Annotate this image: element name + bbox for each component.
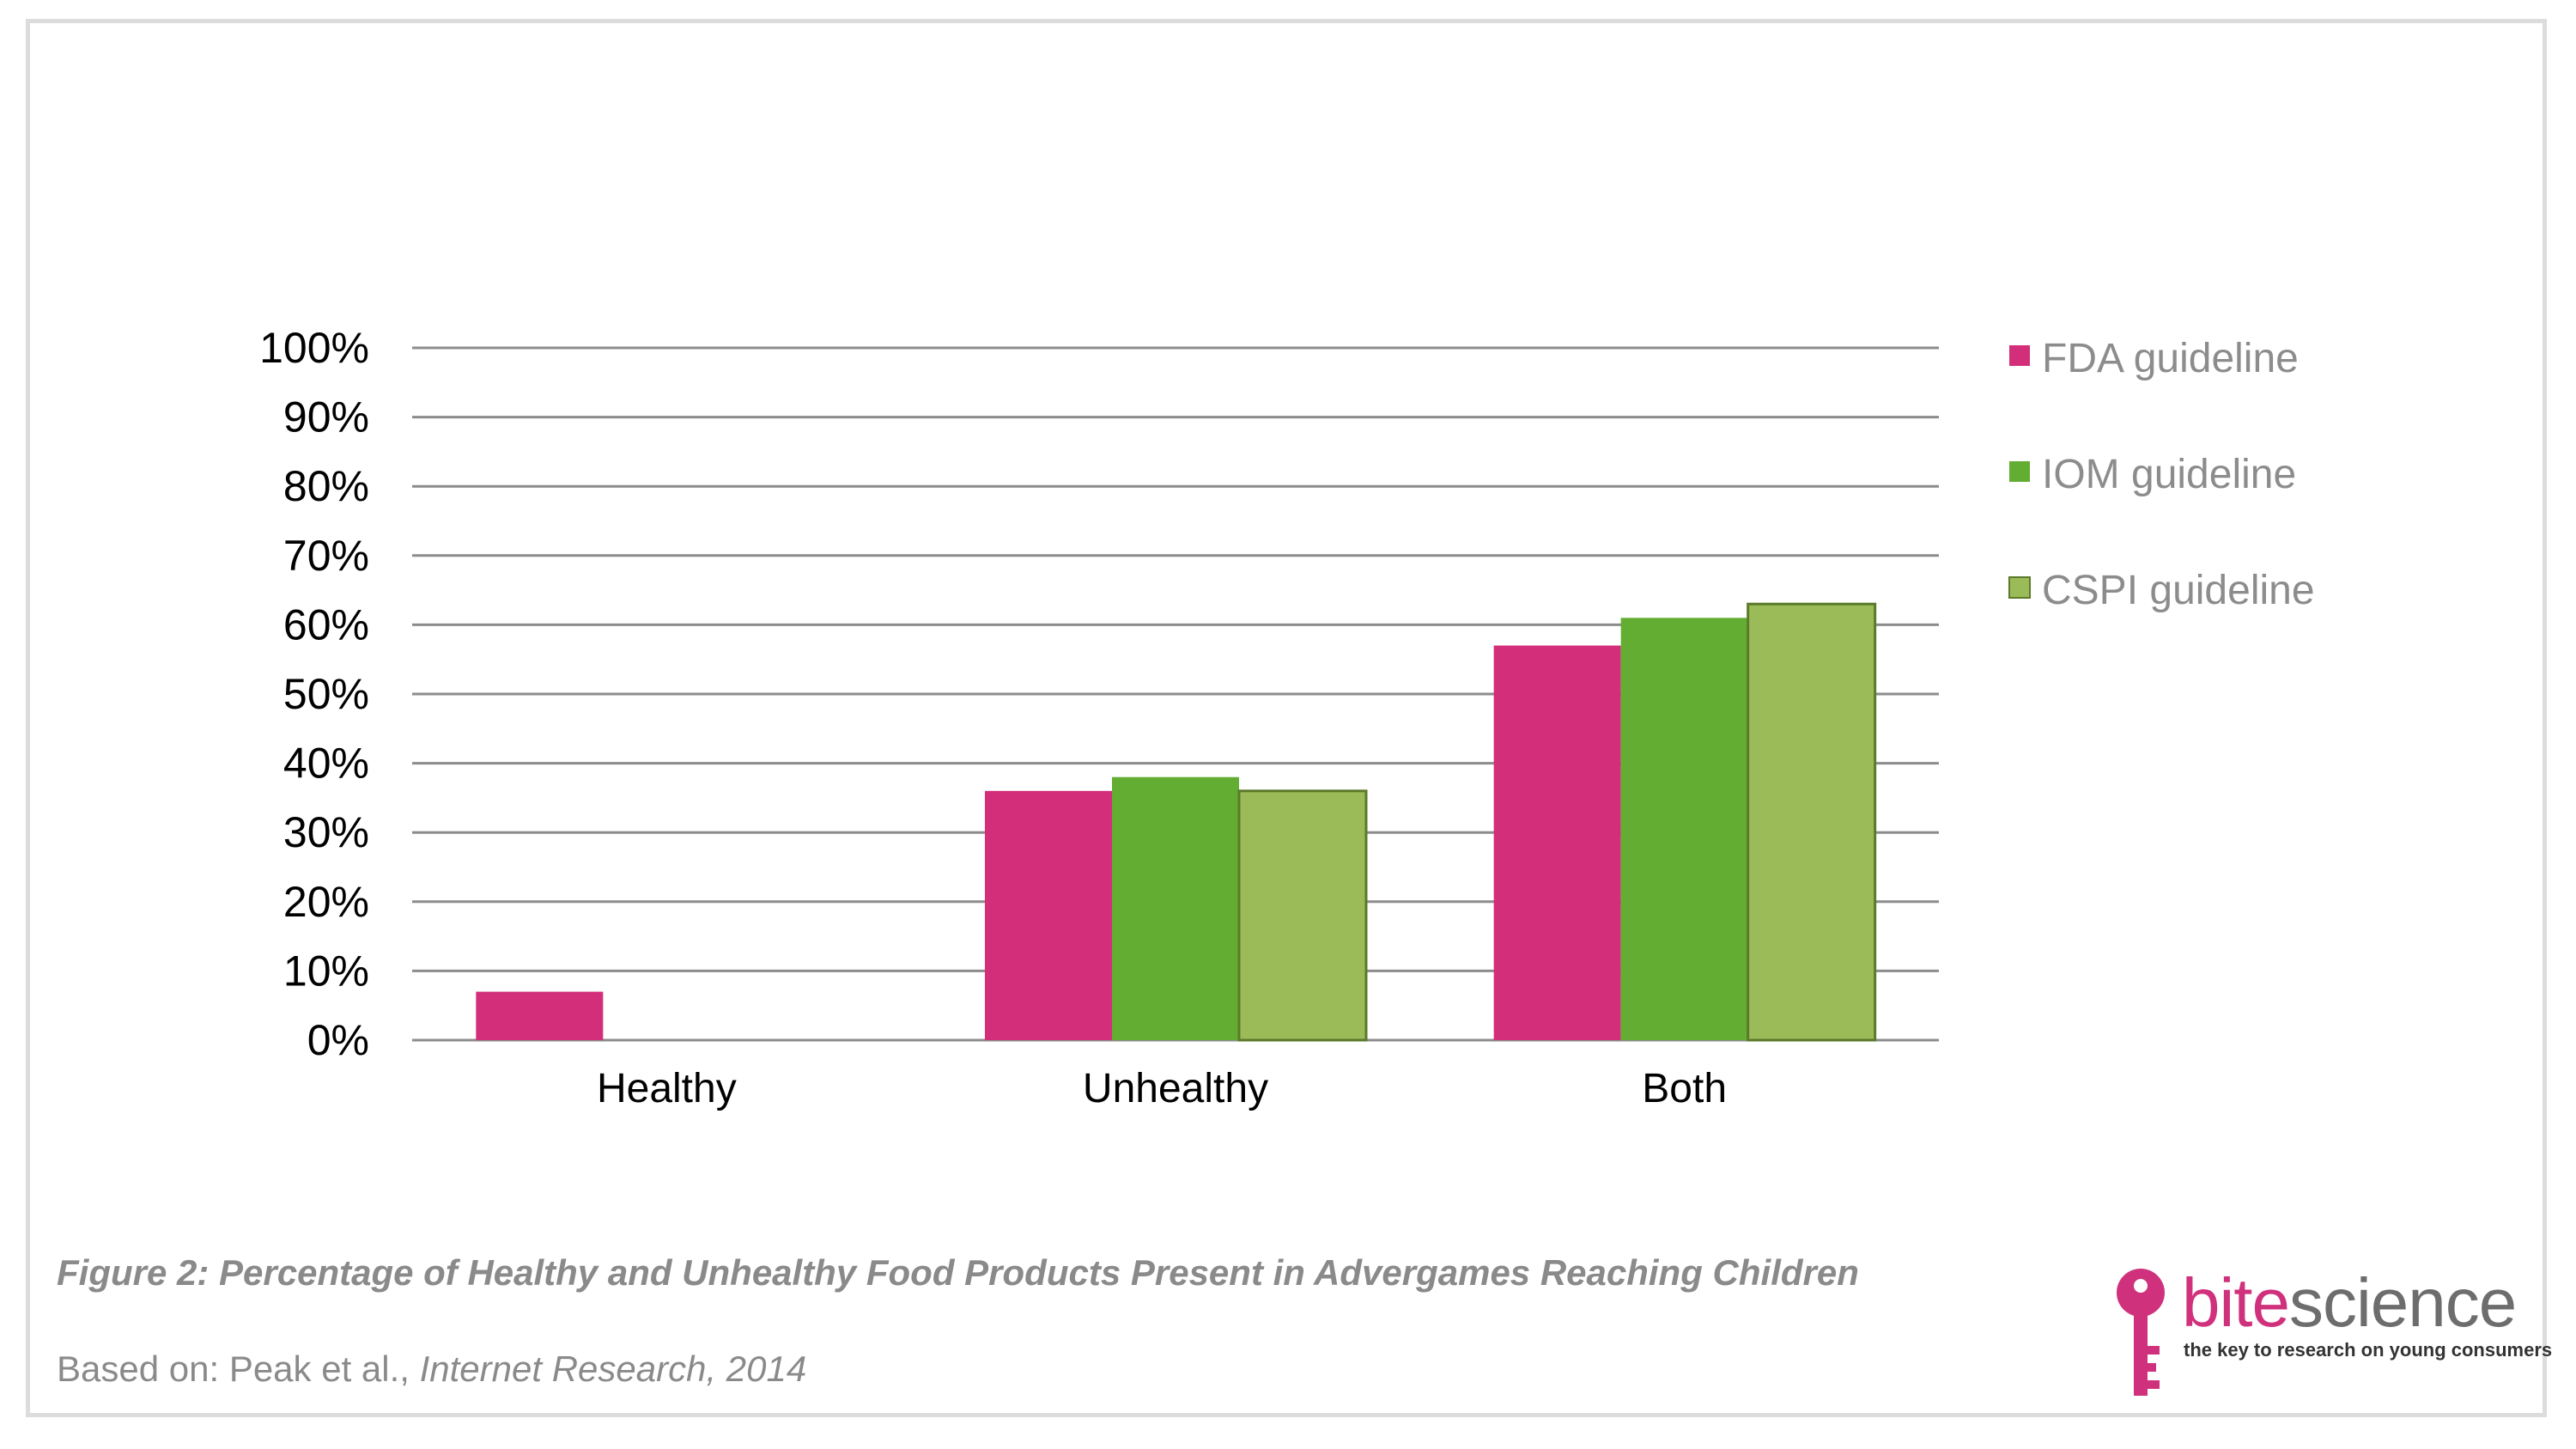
legend-swatch: [2008, 576, 2031, 599]
y-tick-label: 40%: [283, 740, 369, 788]
figure-caption: Figure 2: Percentage of Healthy and Unhe…: [57, 1252, 1859, 1293]
y-tick-label: 50%: [283, 670, 369, 718]
logo-wordmark: bitescience: [2182, 1263, 2517, 1342]
legend-label: CSPI guideline: [2042, 568, 2315, 613]
bitescience-logo: bitescience the key to research on young…: [2108, 1264, 2552, 1404]
y-tick-label: 20%: [283, 878, 369, 926]
logo-tagline: the key to research on young consumers: [2184, 1339, 2553, 1361]
x-tick-label: Healthy: [597, 1066, 737, 1111]
bar-fda-both: [1493, 645, 1621, 1040]
bar-chart: 0% 10% 20% 30% 40% 50% 60% 70% 80% 90% 100% Health…: [259, 324, 2315, 1111]
legend-swatch: [2009, 345, 2030, 366]
y-tick-label: 0%: [307, 1016, 369, 1064]
bar-iom-unhealthy: [1112, 776, 1239, 1040]
legend: FDA guideline IOM guideline CSPI guideline: [2008, 336, 2315, 613]
y-tick-label: 80%: [283, 462, 369, 510]
y-tick-label: 100%: [259, 324, 369, 372]
source-journal: Internet Research, 2014: [419, 1349, 807, 1389]
y-tick-label: 70%: [283, 532, 369, 580]
bar-fda-healthy: [476, 991, 604, 1040]
y-axis-ticks: 0% 10% 20% 30% 40% 50% 60% 70% 80% 90% 100%: [259, 324, 369, 1064]
source-citation: Based on: Peak et al., Internet Research…: [57, 1349, 806, 1390]
bar-fda-unhealthy: [985, 790, 1112, 1040]
x-tick-label: Both: [1642, 1066, 1727, 1111]
logo-word-pink: bite: [2182, 1264, 2290, 1341]
legend-swatch: [2009, 461, 2030, 482]
bar-iom-both: [1620, 618, 1748, 1040]
source-prefix: Based on: Peak et al.,: [57, 1349, 420, 1389]
legend-label: FDA guideline: [2042, 336, 2299, 381]
logo-word-dark: science: [2288, 1264, 2517, 1341]
y-tick-label: 30%: [283, 808, 369, 856]
y-tick-label: 10%: [283, 947, 369, 995]
bar-cspi-unhealthy: [1237, 789, 1368, 1042]
bars: [476, 602, 1877, 1042]
y-tick-label: 90%: [283, 393, 369, 441]
bar-cspi-both: [1747, 602, 1877, 1042]
x-axis-labels: Healthy Unhealthy Both: [597, 1066, 1727, 1111]
key-icon: [2117, 1269, 2165, 1396]
x-tick-label: Unhealthy: [1083, 1066, 1268, 1111]
y-tick-label: 60%: [283, 600, 369, 648]
figure-frame: [26, 19, 2547, 1417]
legend-label: IOM guideline: [2042, 452, 2296, 497]
